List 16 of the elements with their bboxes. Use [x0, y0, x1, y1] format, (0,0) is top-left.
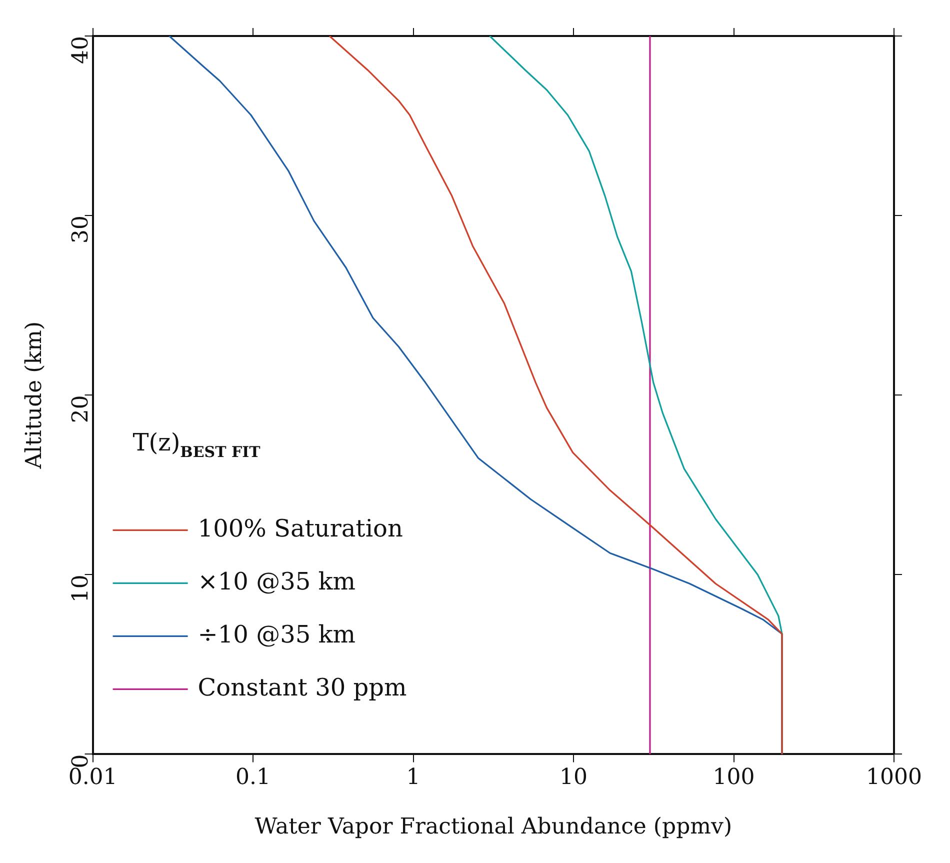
x-tick-label: 1000	[866, 765, 922, 790]
legend-label: ÷10 @35 km	[198, 620, 356, 648]
x-tick-label: 1	[406, 765, 420, 790]
x-tick-label: 100	[712, 765, 755, 790]
x-axis-title: Water Vapor Fractional Abundance (ppmv)	[254, 814, 732, 840]
x-tick-label: 10	[560, 765, 588, 790]
y-tick-label: 30	[68, 216, 94, 244]
y-tick-label: 10	[68, 574, 94, 603]
legend-label: 100% Saturation	[198, 514, 403, 542]
y-tick-label: 0	[68, 754, 94, 768]
y-tick-label: 40	[68, 36, 94, 64]
y-tick-label: 20	[68, 395, 94, 424]
legend-label: Constant 30 ppm	[198, 673, 407, 702]
legend-label: ×10 @35 km	[198, 567, 356, 596]
x-tick-label: 0.1	[236, 765, 271, 790]
y-axis-title: Altitude (km)	[22, 321, 47, 470]
